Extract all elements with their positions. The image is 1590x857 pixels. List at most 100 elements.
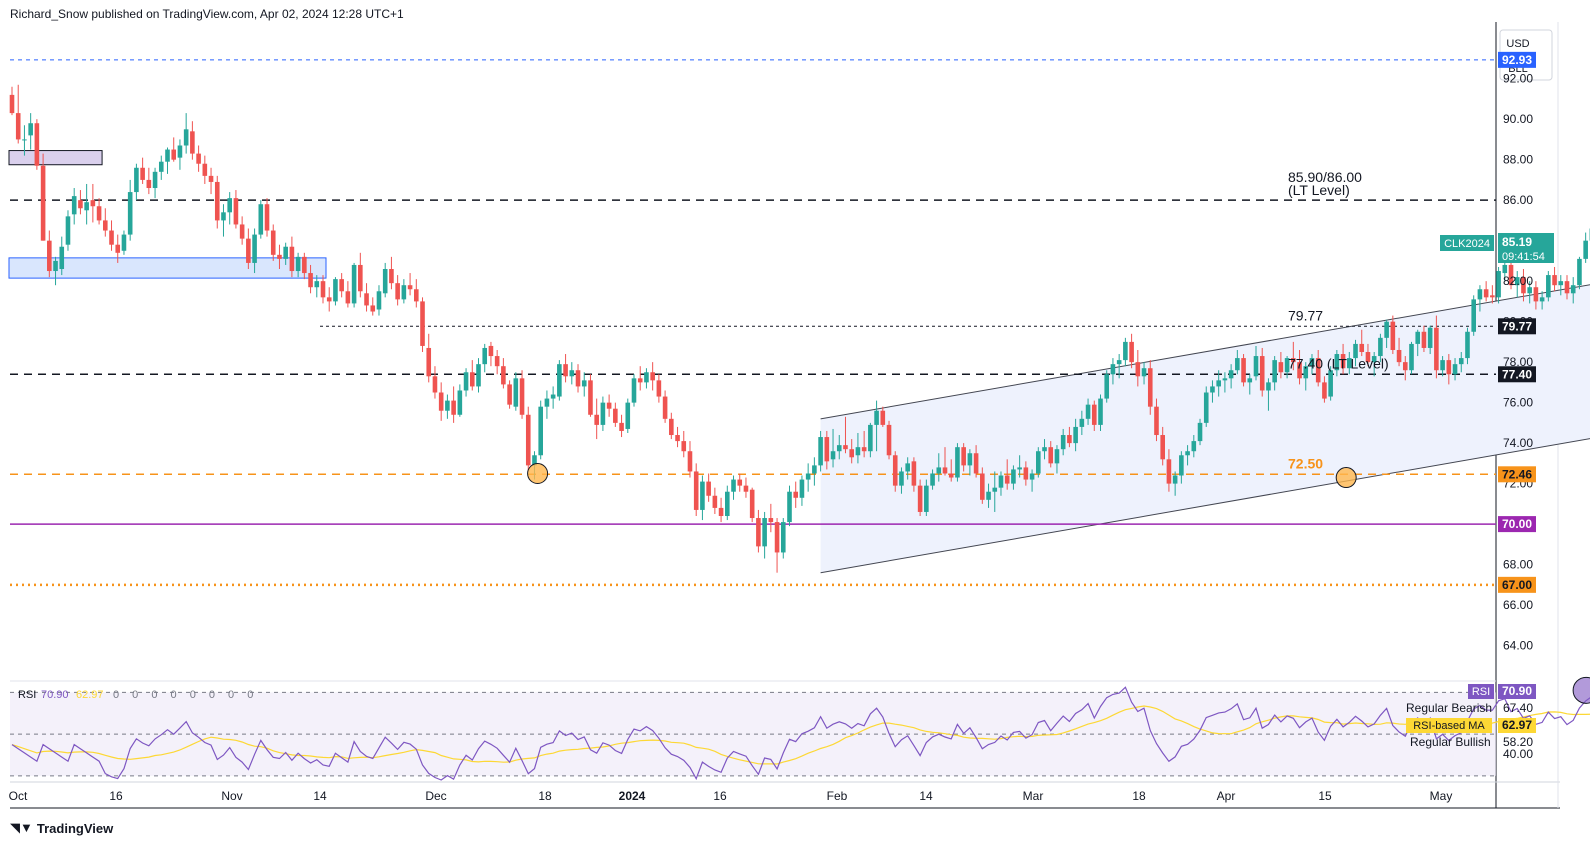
- touch-marker-1: [1335, 467, 1357, 489]
- x-tick-label: 14: [313, 789, 327, 803]
- candle-body: [550, 394, 556, 399]
- candle-body: [581, 380, 587, 387]
- candle-body: [314, 281, 320, 288]
- candle-body: [843, 445, 848, 450]
- candle-body: [706, 481, 711, 496]
- candle-body: [563, 364, 568, 377]
- candle-body: [1104, 374, 1110, 399]
- candle-body: [805, 473, 811, 480]
- candle-body: [830, 451, 836, 460]
- regular-bearish-label: Regular Bearish: [1406, 701, 1492, 715]
- candle-body: [351, 264, 357, 304]
- candle-body: [65, 216, 71, 245]
- rsi-line: [11, 686, 1590, 781]
- candle-body: [1241, 358, 1246, 383]
- candle-body: [619, 422, 624, 431]
- x-tick-label: 15: [1318, 789, 1332, 803]
- regular-bullish-label: Regular Bullish: [1410, 735, 1491, 749]
- candle-body: [115, 244, 121, 253]
- candle-body: [606, 402, 612, 409]
- candle-body: [432, 376, 438, 393]
- candle-body: [109, 230, 114, 245]
- candle-body: [239, 224, 245, 239]
- candle-body: [868, 424, 873, 452]
- last-price-box: [1498, 233, 1554, 263]
- candle-body: [71, 196, 77, 215]
- candle-body: [662, 396, 668, 419]
- candle-body: [774, 522, 780, 553]
- candle-body: [59, 246, 65, 270]
- candle-body: [1036, 451, 1041, 474]
- candle-body: [1483, 289, 1489, 298]
- candle-body: [270, 230, 276, 255]
- price-label-box: [1498, 576, 1536, 593]
- candle-body: [1291, 358, 1296, 363]
- candle-body: [973, 453, 979, 474]
- level-label2-1: (LT Level): [1288, 182, 1350, 198]
- rsi-header-ma: 62.97: [76, 689, 104, 701]
- candle-body: [258, 204, 264, 235]
- candle-body: [762, 518, 767, 547]
- candle-body: [1552, 275, 1557, 286]
- candle-body: [849, 449, 854, 458]
- candle-body: [942, 467, 948, 474]
- candle-body: [320, 281, 326, 298]
- symbol-text: CLK2024: [1444, 238, 1490, 250]
- candle-body: [1284, 358, 1290, 373]
- candle-body: [103, 220, 108, 231]
- candle-body: [1042, 447, 1047, 452]
- candle-body: [1546, 275, 1551, 298]
- price-label-box: [1498, 318, 1536, 335]
- candle-body: [401, 285, 407, 300]
- candle-body: [687, 451, 693, 472]
- candle-body: [836, 445, 842, 452]
- candle-body: [438, 392, 444, 411]
- candle-body: [1017, 467, 1022, 470]
- candle-body: [911, 461, 917, 486]
- candle-body: [501, 366, 506, 385]
- candle-body: [463, 372, 469, 391]
- candle-body: [1259, 356, 1265, 391]
- candle-body: [289, 246, 295, 272]
- candle-body: [799, 479, 805, 498]
- candle-body: [519, 378, 525, 415]
- candle-body: [469, 372, 475, 387]
- price-label-text: 92.93: [1502, 53, 1532, 67]
- footer-brand[interactable]: ◥▼ TradingView: [10, 820, 113, 836]
- y-tick-label: 74.00: [1503, 436, 1533, 450]
- candle-body: [1135, 362, 1141, 377]
- candle-body: [569, 370, 575, 377]
- candle-body: [1141, 368, 1147, 377]
- candle-body: [345, 291, 351, 304]
- candle-body: [1384, 321, 1389, 338]
- candle-body: [1054, 449, 1060, 464]
- candle-body: [1577, 258, 1582, 286]
- candle-body: [1421, 331, 1427, 348]
- level-label-2: 79.77: [1288, 307, 1323, 323]
- candle-body: [221, 212, 226, 221]
- candle-body: [948, 473, 954, 478]
- candle-body: [1098, 398, 1103, 425]
- candle-body: [152, 171, 158, 189]
- countdown-text: 09:41:54: [1502, 251, 1545, 263]
- price-label-text: 72.46: [1502, 467, 1532, 481]
- candle-body: [1191, 441, 1197, 452]
- rsi-ma-value: 62.97: [1502, 718, 1532, 732]
- x-tick-label: Oct: [9, 789, 28, 803]
- candle-body: [208, 175, 214, 182]
- candle-body: [1247, 378, 1253, 383]
- candle-body: [1353, 343, 1358, 359]
- candle-body: [214, 181, 220, 221]
- y-tick-label: 86.00: [1503, 193, 1533, 207]
- candle-body: [1402, 362, 1408, 371]
- candle-body: [1278, 362, 1284, 373]
- candle-body: [1477, 289, 1483, 300]
- rsi-level-1: 67.40: [1503, 701, 1533, 715]
- price-label-text: 67.00: [1502, 578, 1532, 592]
- candle-body: [233, 198, 239, 225]
- candle-body: [34, 123, 40, 166]
- candle-body: [15, 113, 21, 140]
- candle-body: [53, 260, 58, 272]
- candle-body: [358, 264, 363, 292]
